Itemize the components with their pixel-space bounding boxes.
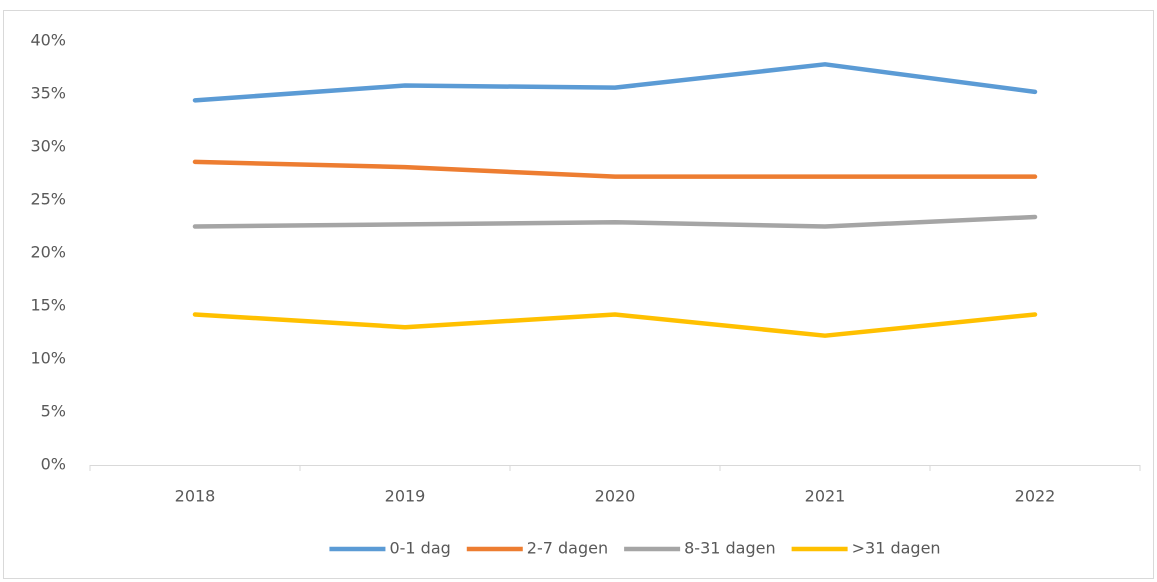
x-tick-label: 2022 (1015, 487, 1056, 506)
series-line (192, 312, 1038, 338)
x-tick-label: 2019 (385, 487, 426, 506)
y-tick-label: 35% (30, 84, 66, 103)
y-tick-label: 0% (41, 455, 66, 474)
y-tick-label: 20% (30, 243, 66, 262)
x-tick-label: 2021 (805, 487, 846, 506)
legend-label: 8-31 dagen (684, 539, 776, 558)
y-tick-label: 10% (30, 349, 66, 368)
y-tick-label: 40% (30, 31, 66, 50)
y-tick-label: 25% (30, 190, 66, 209)
series-line (192, 62, 1038, 103)
series-line (192, 214, 1038, 229)
y-tick-label: 5% (41, 402, 66, 421)
x-tick-label: 2020 (595, 487, 636, 506)
series-line (192, 159, 1038, 179)
legend-label: 0-1 dag (389, 539, 450, 558)
y-tick-label: 15% (30, 296, 66, 315)
legend-label: >31 dagen (852, 539, 941, 558)
chart-frame (3, 10, 1154, 579)
x-tick-label: 2018 (175, 487, 216, 506)
y-tick-label: 30% (30, 137, 66, 156)
legend-label: 2-7 dagen (527, 539, 608, 558)
